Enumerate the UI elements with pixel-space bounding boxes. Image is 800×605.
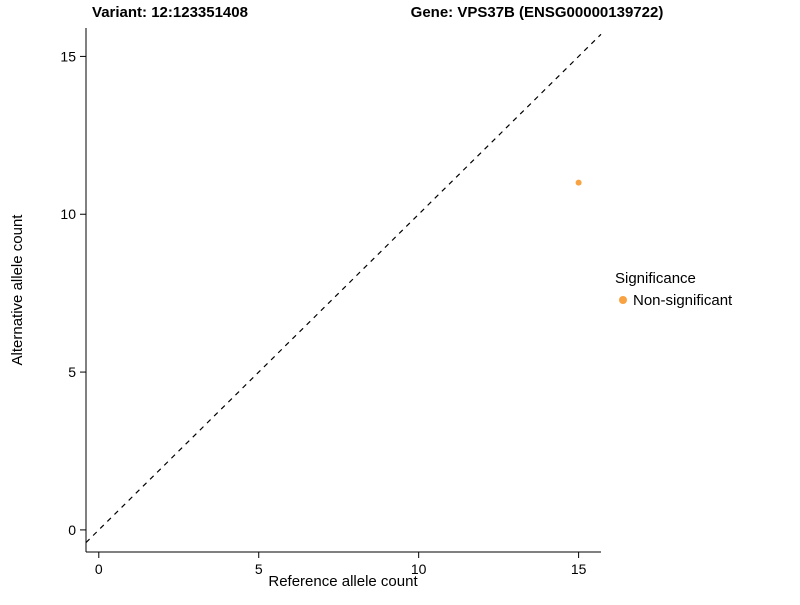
identity-line bbox=[85, 33, 602, 543]
y-axis-label: Alternative allele count bbox=[9, 214, 26, 366]
x-tick-label: 0 bbox=[95, 561, 103, 577]
x-tick-label: 10 bbox=[411, 561, 427, 577]
legend: Significance Non-significant bbox=[615, 270, 733, 309]
y-tick-label: 10 bbox=[60, 206, 76, 222]
legend-marker-icon bbox=[619, 296, 627, 304]
y-tick-label: 0 bbox=[68, 522, 76, 538]
axes-layer: 0 5 10 15 0 5 10 15 bbox=[60, 28, 601, 577]
x-tick-label: 5 bbox=[255, 561, 263, 577]
x-tick-label: 15 bbox=[571, 561, 587, 577]
legend-title: Significance bbox=[615, 270, 696, 287]
y-tick-label: 15 bbox=[60, 48, 76, 64]
x-axis-label: Reference allele count bbox=[268, 573, 418, 590]
gene-title: Gene: VPS37B (ENSG00000139722) bbox=[411, 4, 664, 21]
y-tick-label: 5 bbox=[68, 364, 76, 380]
data-point bbox=[575, 179, 582, 186]
variant-title: Variant: 12:123351408 bbox=[92, 4, 248, 21]
data-layer bbox=[85, 33, 602, 543]
legend-label: Non-significant bbox=[633, 292, 733, 309]
